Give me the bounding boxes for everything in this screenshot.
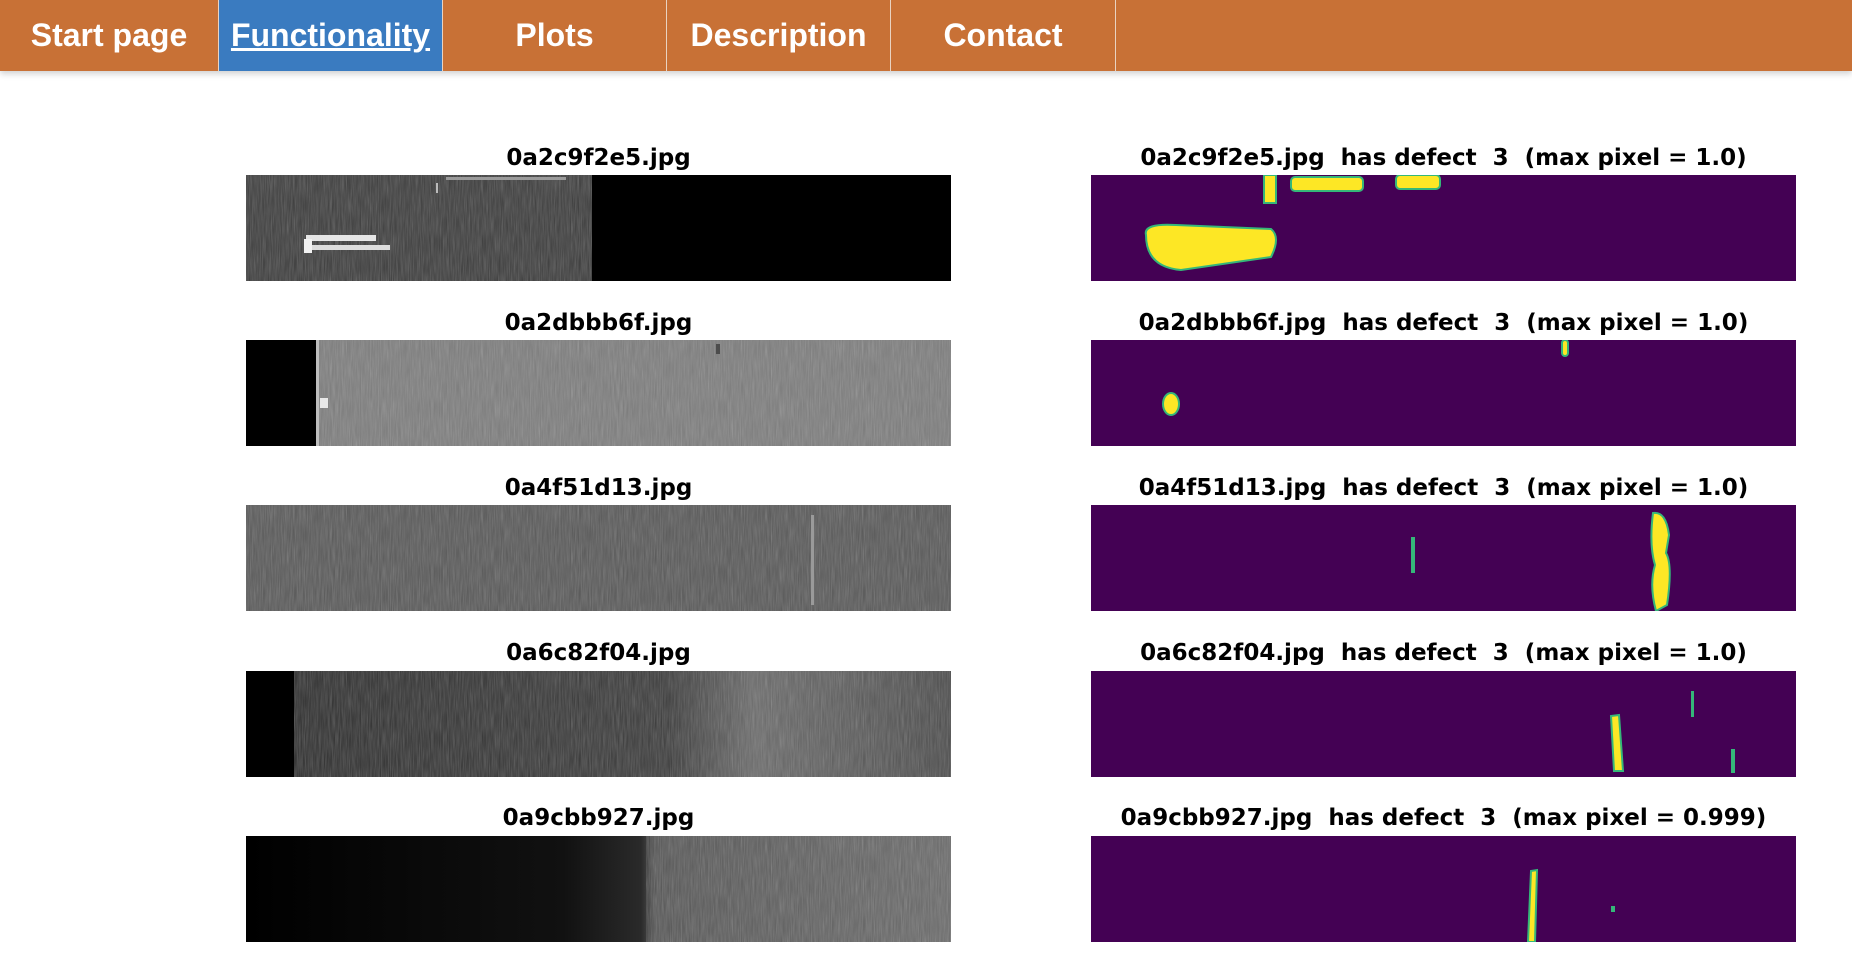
steel-image <box>246 340 951 446</box>
mask-caption: 0a9cbb927.jpg has defect 3 (max pixel = … <box>1120 805 1767 831</box>
defect-mask <box>1091 340 1796 446</box>
defect-mask <box>1091 836 1796 942</box>
top-navbar: Start page Functionality Plots Descripti… <box>0 0 1852 71</box>
mask-caption: 0a6c82f04.jpg has defect 3 (max pixel = … <box>1140 640 1747 666</box>
defect-mask <box>1091 175 1796 281</box>
image-caption: 0a2c9f2e5.jpg <box>506 145 691 171</box>
defect-mask <box>1091 671 1796 777</box>
nav-plots[interactable]: Plots <box>443 0 667 71</box>
defect-mask <box>1091 505 1796 611</box>
nav-start-page[interactable]: Start page <box>0 0 219 71</box>
mask-caption: 0a2c9f2e5.jpg has defect 3 (max pixel = … <box>1140 145 1747 171</box>
steel-image <box>246 836 951 942</box>
nav-functionality[interactable]: Functionality <box>219 0 443 71</box>
steel-image <box>246 505 951 611</box>
mask-caption: 0a2dbbb6f.jpg has defect 3 (max pixel = … <box>1138 310 1749 336</box>
image-caption: 0a2dbbb6f.jpg <box>504 310 693 336</box>
steel-image <box>246 671 951 777</box>
image-caption: 0a9cbb927.jpg <box>502 805 695 831</box>
image-caption: 0a6c82f04.jpg <box>506 640 691 666</box>
mask-caption: 0a4f51d13.jpg has defect 3 (max pixel = … <box>1138 475 1749 501</box>
steel-image <box>246 175 951 281</box>
nav-description[interactable]: Description <box>667 0 891 71</box>
nav-contact[interactable]: Contact <box>891 0 1116 71</box>
image-caption: 0a4f51d13.jpg <box>504 475 693 501</box>
